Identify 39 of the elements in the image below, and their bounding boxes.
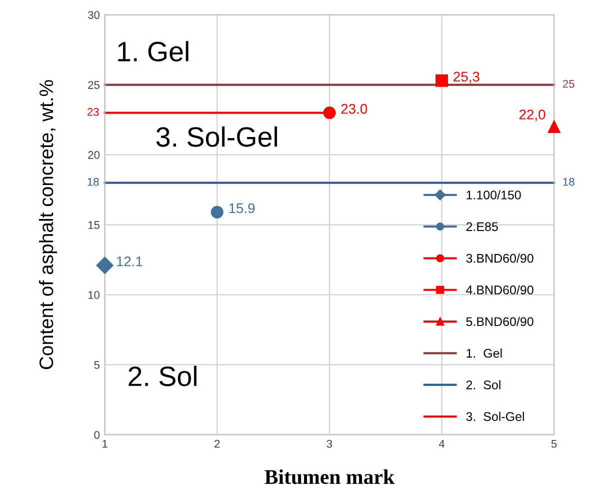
legend-label: 2. Sol <box>466 380 500 390</box>
y-tick-label: 15 <box>88 221 100 229</box>
x-axis-title: Bitumen mark <box>264 469 395 484</box>
y-tick-label: 20 <box>88 151 100 159</box>
legend-label: 1. Gel <box>466 348 502 358</box>
data-label: 12.1 <box>116 256 142 266</box>
data-label: 23 <box>87 108 99 116</box>
point <box>436 74 448 87</box>
y-tick-label: 30 <box>88 11 100 19</box>
y-axis-title: Content of asphalt concrete, wt.% <box>38 80 58 370</box>
annotation: 1. Gel <box>118 41 188 62</box>
x-tick-label: 4 <box>438 440 445 448</box>
data-label: 25,3 <box>454 72 480 84</box>
point <box>96 256 114 274</box>
x-tick-label: 3 <box>326 440 332 448</box>
x-tick-label: 2 <box>214 440 220 448</box>
data-label: 23.0 <box>341 104 368 114</box>
legend-label: 3. Sol-Gel <box>466 412 524 421</box>
legend-label: 3.BND60/90 <box>466 254 534 263</box>
data-label: 15.9 <box>229 203 255 214</box>
point <box>210 206 224 218</box>
data-label: 18 <box>88 178 99 186</box>
annotation: 2. Sol <box>128 366 196 386</box>
y-tick-label: 25 <box>88 81 100 89</box>
legend-label: 4.BND60/90 <box>466 285 534 294</box>
legend-label: 5.BND60/90 <box>466 316 534 326</box>
point <box>323 106 336 120</box>
annotation: 3. Sol-Gel <box>156 126 278 147</box>
x-tick-label: 1 <box>102 440 108 448</box>
data-label: 25 <box>562 80 574 88</box>
legend-label: 2.E85 <box>466 222 498 232</box>
y-tick-label: 0 <box>94 430 100 439</box>
legend-label: 1.100/150 <box>466 190 521 200</box>
y-tick-label: 10 <box>88 291 100 299</box>
point <box>548 120 560 134</box>
x-tick-label: 5 <box>551 440 557 448</box>
data-label: 22,0 <box>519 110 546 122</box>
data-label: 18 <box>563 178 574 186</box>
y-tick-label: 5 <box>94 361 100 369</box>
